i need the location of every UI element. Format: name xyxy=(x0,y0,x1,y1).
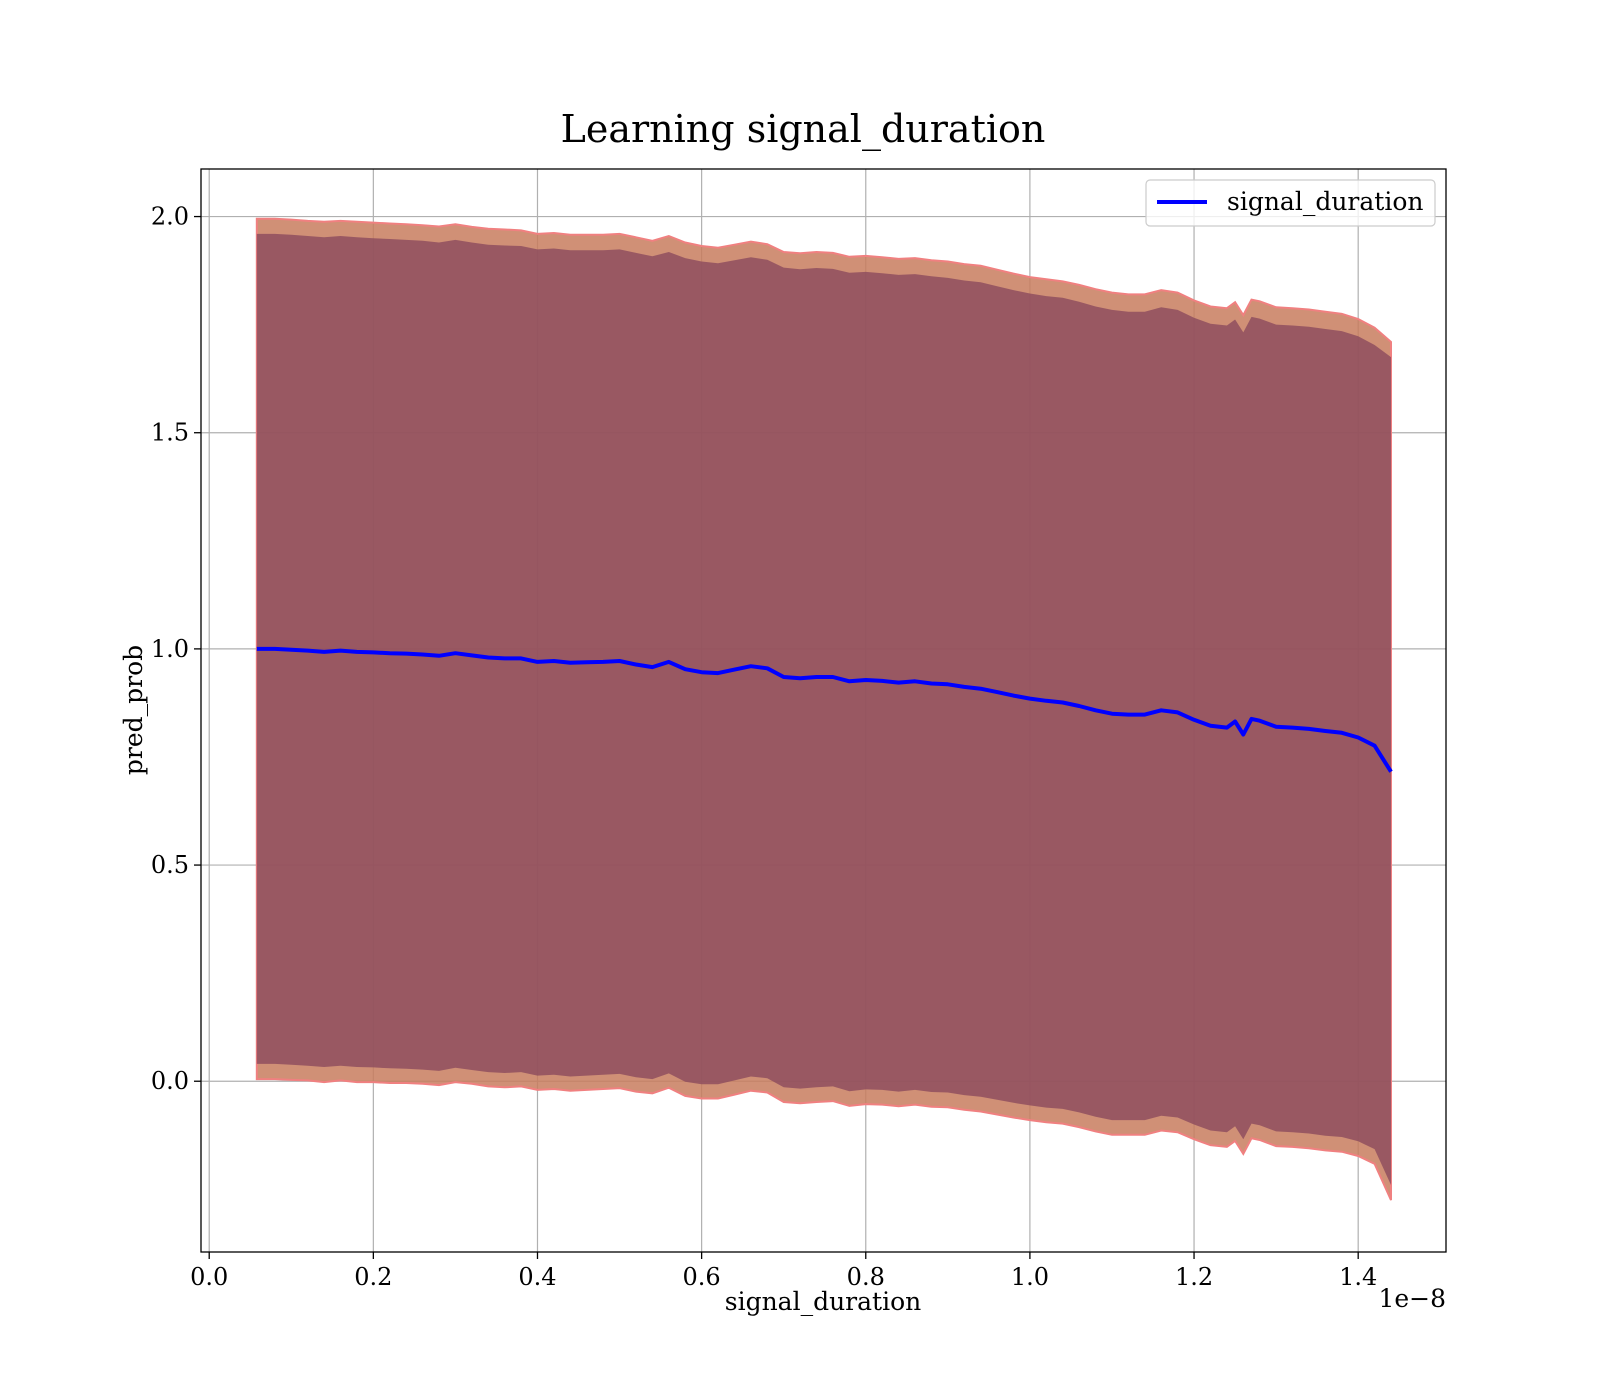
legend-box xyxy=(1145,179,1436,227)
inner-band xyxy=(256,233,1391,1185)
x-tick-label: 0.4 xyxy=(518,1263,556,1291)
y-tick-label: 0.5 xyxy=(151,851,189,879)
chart-title: Learning signal_duration xyxy=(561,107,1046,152)
axes-frame xyxy=(200,168,1447,1253)
bands xyxy=(255,217,1392,1201)
y-tick-label: 0.0 xyxy=(151,1067,189,1095)
x-tick-label: 1.4 xyxy=(1339,1263,1377,1291)
y-axis-label: pred_prob xyxy=(119,645,148,775)
legend-label: signal_duration xyxy=(1227,187,1423,216)
x-axis-label: signal_duration xyxy=(725,1287,921,1316)
y-axis-ticks: 0.0 0.5 1.0 1.5 2.0 xyxy=(151,203,201,1095)
y-tick-label: 1.0 xyxy=(151,635,189,663)
y-tick-label: 2.0 xyxy=(151,203,189,231)
x-tick-label: 1.0 xyxy=(1011,1263,1049,1291)
x-axis-offset-label: 1e−8 xyxy=(1378,1284,1446,1313)
legend: signal_duration xyxy=(1145,179,1436,227)
y-tick-label: 1.5 xyxy=(151,419,189,447)
x-tick-label: 0.8 xyxy=(847,1263,885,1291)
x-axis-ticks: 0.0 0.2 0.4 0.6 0.8 1.0 1.2 1.4 xyxy=(190,1252,1377,1291)
x-tick-label: 0.0 xyxy=(190,1263,228,1291)
series-line-signal-duration xyxy=(256,646,1393,773)
lines xyxy=(256,646,1393,773)
x-tick-label: 0.2 xyxy=(354,1263,392,1291)
x-tick-label: 0.6 xyxy=(683,1263,721,1291)
x-tick-label: 1.2 xyxy=(1175,1263,1213,1291)
